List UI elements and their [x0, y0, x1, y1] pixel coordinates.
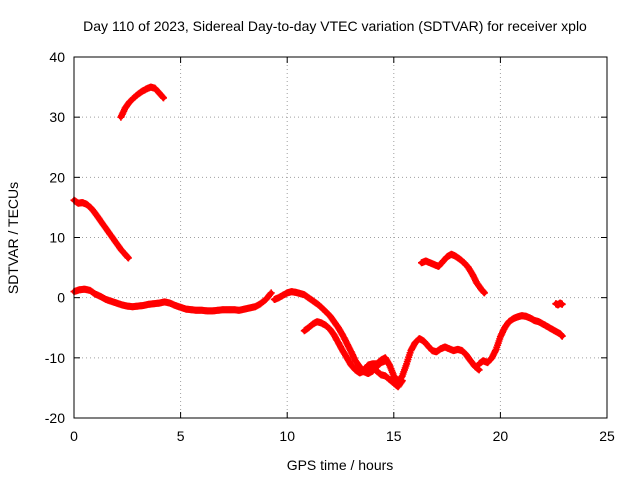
series-arc-1	[117, 83, 167, 121]
series-arc-6	[360, 335, 483, 386]
data-point	[267, 289, 275, 297]
x-tick-label: 15	[386, 428, 402, 444]
data-point	[558, 300, 566, 308]
series-arc-2	[70, 196, 132, 262]
y-tick-label: -10	[45, 350, 65, 366]
x-axis-label: GPS time / hours	[287, 457, 394, 473]
x-tick-label: 10	[279, 428, 295, 444]
series-arc-4	[270, 288, 389, 377]
series-arc-5	[300, 318, 406, 391]
data-point	[266, 290, 274, 298]
chart-title: Day 110 of 2023, Sidereal Day-to-day VTE…	[83, 18, 587, 34]
y-tick-label: 40	[49, 49, 65, 65]
y-tick-label: 0	[57, 290, 65, 306]
x-tick-label: 0	[70, 428, 78, 444]
y-tick-label: 30	[49, 109, 65, 125]
grid	[74, 57, 607, 418]
y-tick-label: 10	[49, 230, 65, 246]
axis-ticks: 0 5 10 15 20 25 -20 -10 0 10 20 30 40	[45, 49, 615, 444]
data-point	[475, 366, 483, 374]
data-point	[160, 94, 167, 102]
x-tick-label: 25	[599, 428, 615, 444]
series-arc-9	[552, 299, 566, 309]
series-arc-3	[70, 285, 275, 315]
data-point	[124, 254, 132, 262]
x-tick-label: 20	[493, 428, 509, 444]
x-tick-label: 5	[177, 428, 185, 444]
data-point	[558, 332, 566, 340]
plot-frame	[73, 56, 608, 419]
series-arc-8	[418, 250, 488, 297]
data-point	[480, 289, 488, 297]
y-axis-label: SDTVAR / TECUs	[5, 182, 21, 294]
y-tick-label: 20	[49, 169, 65, 185]
series-arc-7	[475, 312, 566, 368]
data-layer	[70, 83, 566, 391]
y-tick-label: -20	[45, 410, 65, 426]
